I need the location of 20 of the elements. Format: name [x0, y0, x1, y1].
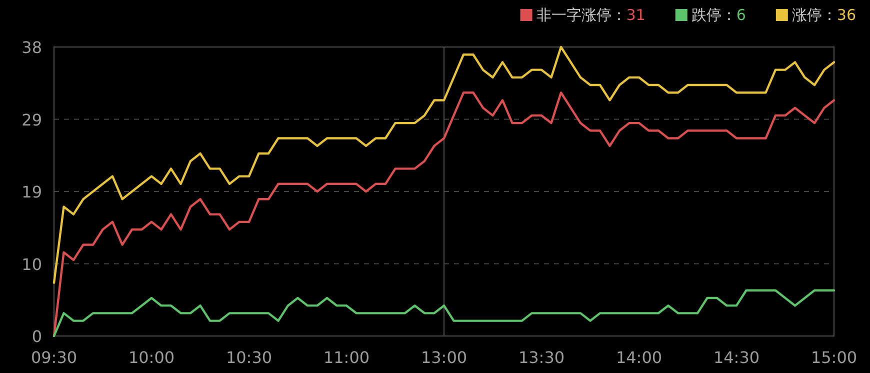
- y-tick-label: 19: [22, 182, 42, 202]
- x-tick-label: 14:00: [616, 348, 662, 367]
- x-tick-label: 14:30: [713, 348, 760, 367]
- legend-label: 涨停：36: [792, 6, 856, 24]
- y-tick-label: 29: [22, 110, 42, 130]
- x-tick-label: 15:00: [810, 348, 858, 367]
- x-tick-label: 13:30: [518, 348, 565, 367]
- line-series: [52, 289, 836, 338]
- legend-label: 跌停：6: [691, 6, 746, 24]
- y-tick-label: 0: [32, 327, 42, 346]
- x-tick-label: 10:30: [226, 348, 272, 367]
- y-tick-label: 10: [22, 254, 42, 274]
- x-tick-label: 10:00: [128, 348, 175, 367]
- x-tick-label: 11:00: [323, 348, 370, 367]
- x-tick-label: 09:30: [30, 348, 78, 367]
- y-tick-label: 38: [22, 38, 42, 57]
- legend-label: 非一字涨停：31: [536, 6, 646, 24]
- line-series: [52, 92, 836, 338]
- line-series: [52, 46, 836, 284]
- x-tick-label: 13:00: [420, 348, 468, 367]
